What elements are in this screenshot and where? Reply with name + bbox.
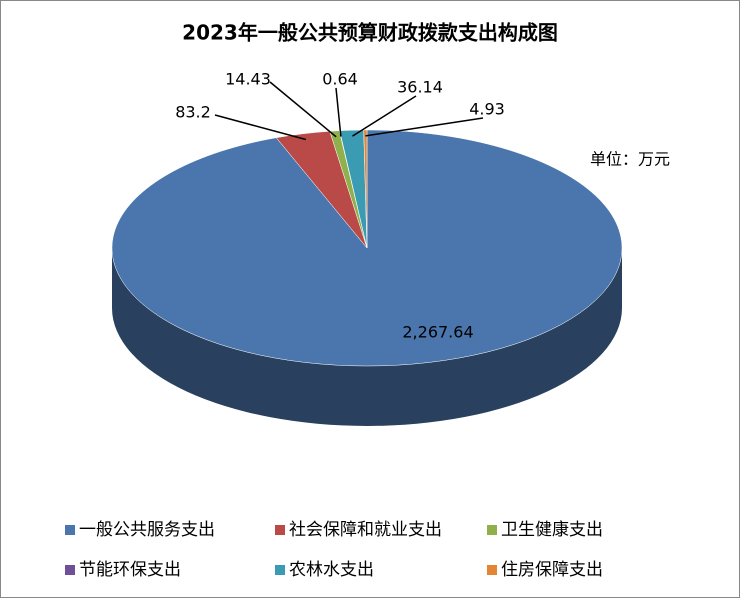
leader-line — [352, 95, 417, 137]
data-label: 2,267.64 — [402, 323, 473, 342]
legend-label: 住房保障支出 — [501, 560, 603, 580]
annotation: 单位：万元 — [590, 150, 670, 169]
legend-label: 社会保障和就业支出 — [289, 520, 442, 540]
data-label: 0.64 — [322, 70, 358, 89]
pie-slice — [363, 129, 368, 249]
pie-slice — [111, 129, 623, 367]
legend-swatch — [65, 565, 75, 575]
data-label: 36.14 — [397, 78, 443, 97]
legend-swatch — [275, 525, 285, 535]
data-label: 4.93 — [469, 100, 505, 119]
data-label: 83.2 — [175, 103, 211, 122]
leader-line — [365, 117, 484, 137]
leader-line — [214, 114, 307, 141]
legend-label: 卫生健康支出 — [501, 520, 603, 540]
chart-title: 2023年一般公共预算财政拨款支出构成图 — [182, 21, 558, 45]
legend-swatch — [275, 565, 285, 575]
legend-swatch — [65, 525, 75, 535]
leader-line — [335, 87, 342, 137]
legend-label: 一般公共服务支出 — [79, 520, 215, 540]
legend-swatch — [487, 565, 497, 575]
legend-label: 节能环保支出 — [79, 560, 181, 580]
legend-label: 农林水支出 — [289, 560, 374, 580]
legend-swatch — [487, 525, 497, 535]
data-label: 14.43 — [225, 70, 271, 89]
pie-side — [112, 248, 622, 426]
leader-line — [269, 81, 337, 138]
